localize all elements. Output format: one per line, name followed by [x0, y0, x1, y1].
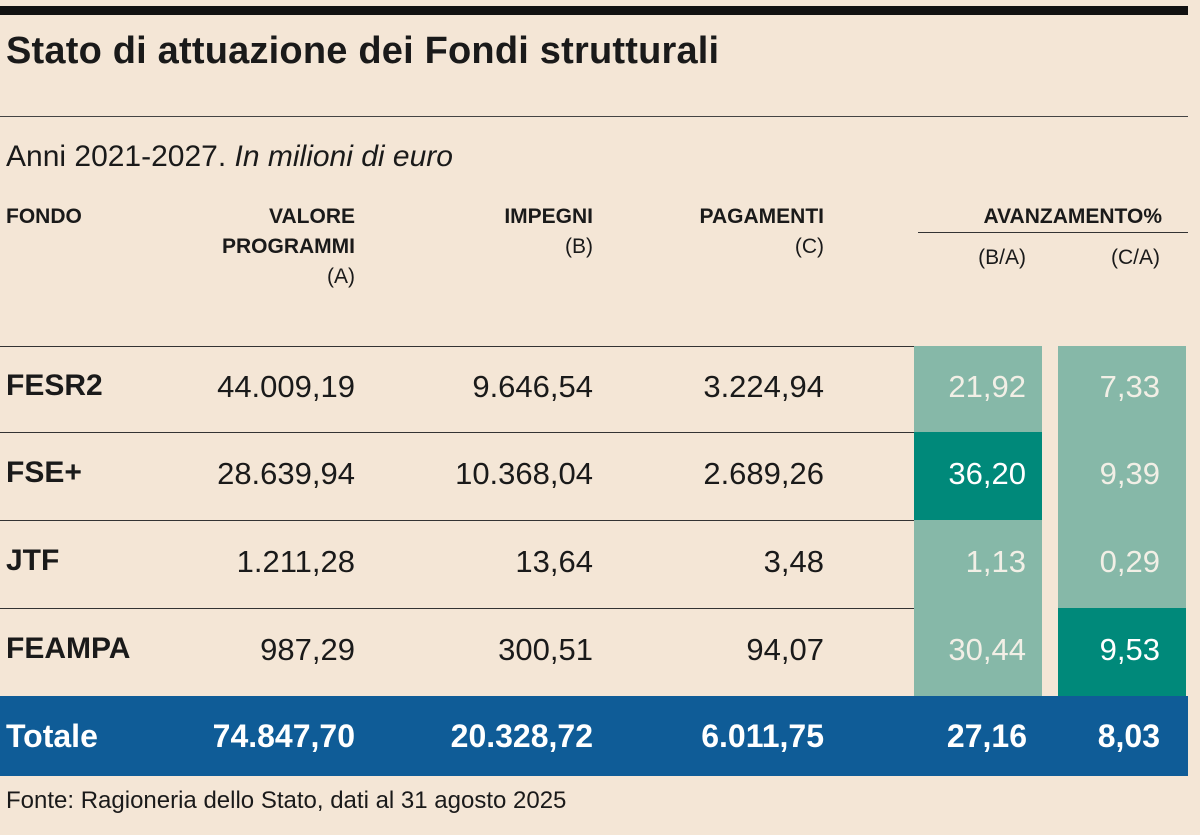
chart-subtitle: Anni 2021-2027. In milioni di euro: [6, 140, 453, 174]
impegni-cell: 300,51: [498, 632, 593, 667]
header-pagamenti: PAGAMENTI (C): [610, 202, 824, 262]
impegni-cell: 13,64: [515, 544, 593, 579]
subtitle-unit: In milioni di euro: [234, 140, 453, 173]
top-bar: [0, 6, 1188, 15]
row-separator: [0, 520, 914, 521]
valore-cell: 44.009,19: [217, 369, 355, 404]
pagamenti-cell: 3.224,94: [703, 369, 824, 404]
chart-title: Stato di attuazione dei Fondi struttural…: [6, 30, 720, 72]
row-separator: [0, 608, 914, 609]
total-ba: 27,16: [946, 718, 1027, 754]
total-ca: 8,03: [1097, 718, 1160, 754]
total-label: Totale: [6, 718, 98, 754]
total-row: [0, 696, 1188, 776]
ba-cell: 1,13: [965, 544, 1026, 579]
header-impegni-sub: (B): [565, 235, 593, 258]
header-valore-line2: PROGRAMMI: [222, 235, 355, 258]
valore-cell: 1.211,28: [236, 544, 355, 579]
valore-cell: 28.639,94: [217, 456, 355, 491]
ba-highlight-block: [914, 432, 1042, 520]
total-impegni: 20.328,72: [450, 718, 593, 754]
valore-cell: 987,29: [260, 632, 355, 667]
fondo-label: FEAMPA: [6, 632, 131, 665]
header-ca: (C/A): [1111, 246, 1160, 269]
subtitle-main: Anni 2021-2027.: [6, 140, 227, 173]
header-impegni-label: IMPEGNI: [504, 205, 593, 228]
pagamenti-cell: 2.689,26: [703, 456, 824, 491]
header-pagamenti-sub: (C): [794, 235, 824, 258]
header-valore-sub: (A): [327, 265, 355, 288]
fondo-label: JTF: [6, 544, 60, 577]
ca-highlight-block: [1058, 608, 1186, 696]
ca-cell: 0,29: [1099, 544, 1160, 579]
header-valore-line1: VALORE: [269, 205, 355, 228]
ba-cell: 36,20: [948, 456, 1026, 491]
ba-cell: 21,92: [948, 369, 1026, 404]
fondo-label: FESR2: [6, 369, 103, 402]
header-avanzamento: AVANZAMENTO%: [983, 205, 1163, 228]
total-pagamenti: 6.011,75: [701, 718, 824, 754]
pagamenti-cell: 94,07: [746, 632, 824, 667]
ca-cell: 7,33: [1099, 369, 1160, 404]
header-pagamenti-label: PAGAMENTI: [699, 205, 824, 228]
fondo-label: FSE+: [6, 456, 82, 489]
header-ba: (B/A): [978, 246, 1026, 269]
impegni-cell: 9.646,54: [472, 369, 593, 404]
impegni-cell: 10.368,04: [455, 456, 593, 491]
row-separator: [0, 346, 914, 347]
header-fondo: FONDO: [6, 205, 82, 228]
ba-cell: 30,44: [948, 632, 1026, 667]
pagamenti-cell: 3,48: [763, 544, 824, 579]
header-valore: VALORE PROGRAMMI (A): [100, 202, 355, 292]
avanzamento-rule: [918, 232, 1188, 233]
title-rule: [0, 116, 1188, 117]
total-valore: 74.847,70: [212, 718, 355, 754]
ca-cell: 9,53: [1099, 632, 1160, 667]
source-note: Fonte: Ragioneria dello Stato, dati al 3…: [6, 787, 567, 814]
header-impegni: IMPEGNI (B): [380, 202, 593, 262]
ca-cell: 9,39: [1099, 456, 1160, 491]
ba-column-bg: [914, 346, 1042, 696]
row-separator: [0, 432, 914, 433]
